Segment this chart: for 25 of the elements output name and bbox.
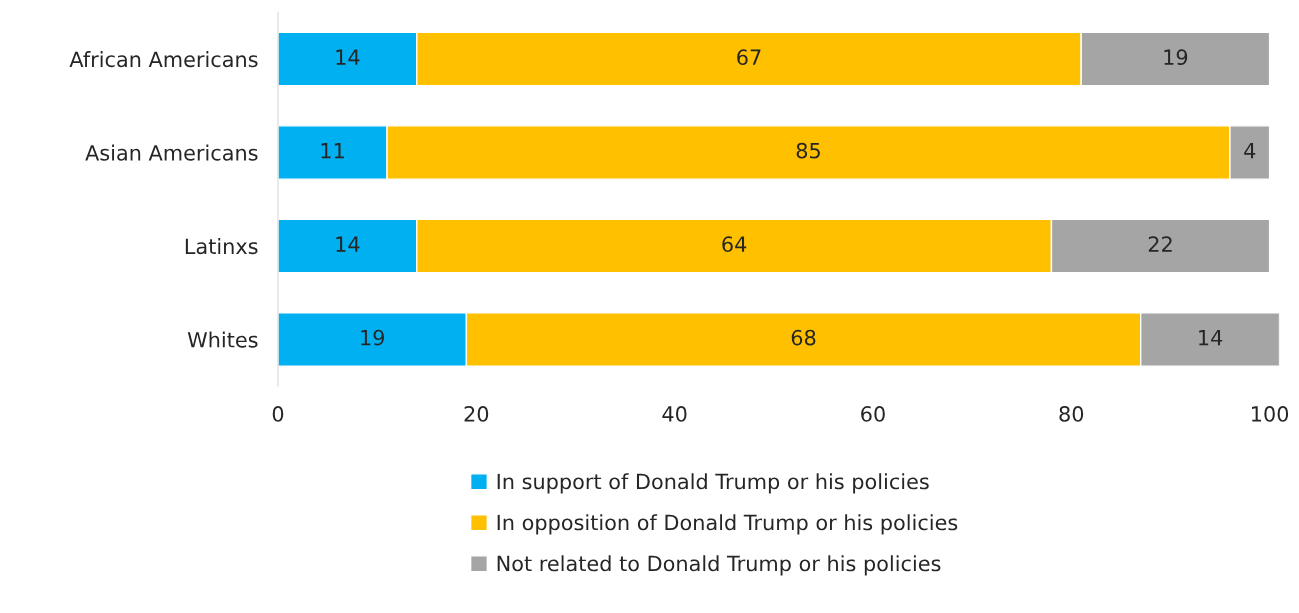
x-tick-label: 100: [1252, 406, 1289, 422]
legend-label: In support of Donald Trump or his policies: [497, 473, 929, 494]
legend-label: Not related to Donald Trump or his policies: [497, 555, 941, 576]
data-label: 4: [1244, 143, 1256, 159]
data-label: 11: [321, 143, 344, 159]
data-label: 68: [791, 329, 816, 346]
x-tick-label: 40: [662, 406, 687, 422]
data-label: 22: [1148, 236, 1172, 252]
data-label: 14: [336, 49, 360, 65]
legend-label: In opposition of Donald Trump or his policies: [497, 514, 958, 535]
data-label: 19: [361, 329, 384, 346]
y-tick-label: Latinxs: [185, 238, 258, 255]
data-label: 64: [722, 236, 747, 253]
y-tick-label: African Americans: [69, 51, 258, 68]
x-tick-label: 0: [272, 406, 284, 422]
x-tick-label: 20: [464, 406, 489, 422]
y-tick-label: Whites: [187, 331, 258, 348]
x-tick-label: 80: [1059, 406, 1084, 422]
x-tick-label: 60: [861, 406, 885, 422]
data-label: 19: [1164, 49, 1188, 66]
y-tick-label: Asian Americans: [85, 144, 258, 161]
data-label: 14: [1199, 330, 1223, 346]
data-label: 14: [336, 236, 360, 252]
data-label: 67: [737, 49, 761, 66]
data-label: 85: [796, 142, 820, 159]
